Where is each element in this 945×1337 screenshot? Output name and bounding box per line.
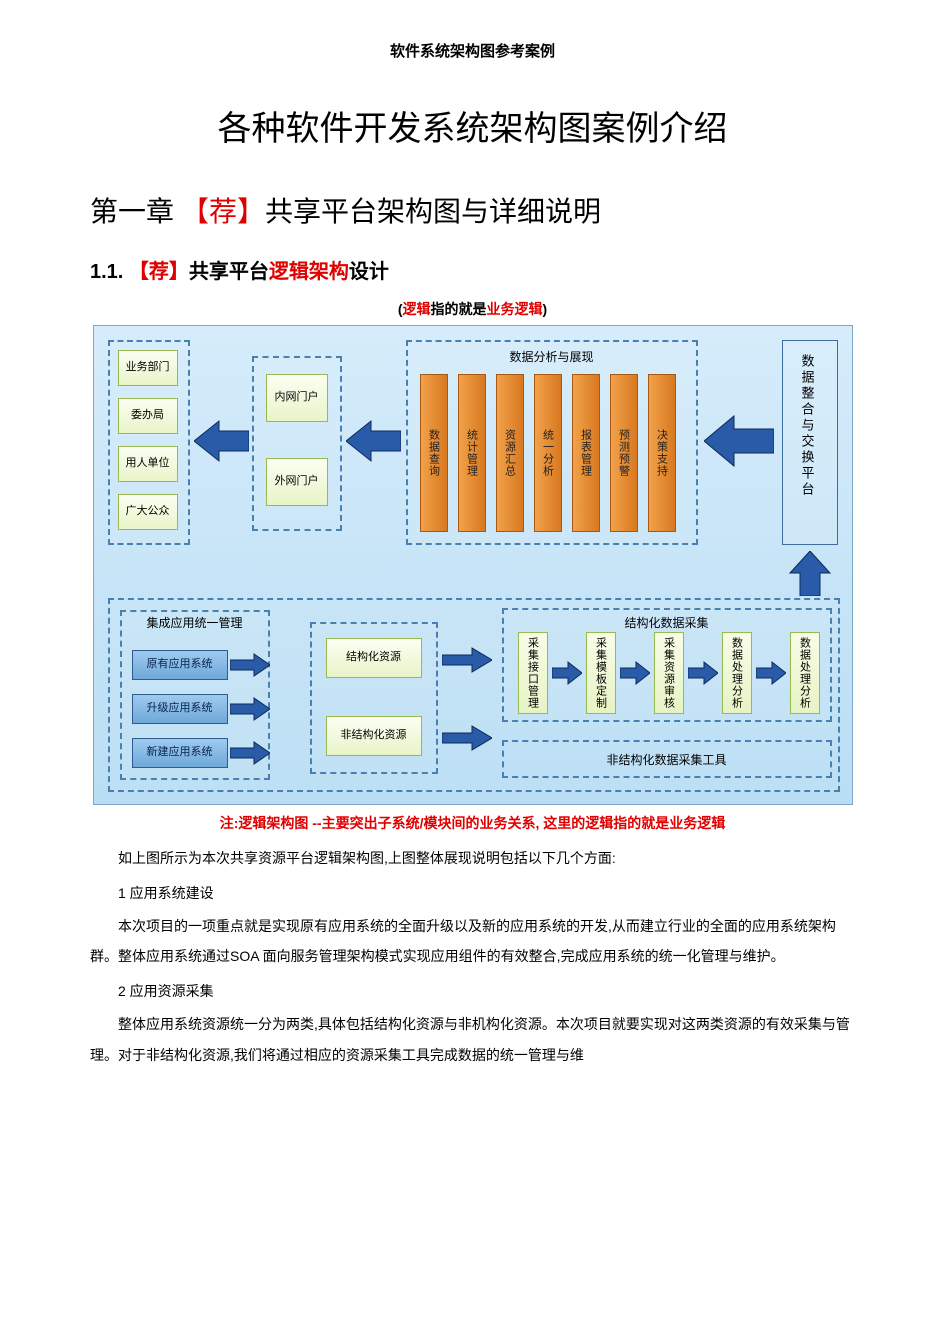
struct-item: 采集接口管理: [518, 632, 548, 714]
struct-title: 结构化数据采集: [502, 614, 832, 631]
chapter-rest: 共享平台架构图与详细说明: [265, 197, 601, 228]
struct-item: 数据处理分析: [790, 632, 820, 714]
resource-box: 结构化资源: [326, 638, 422, 678]
analysis-item: 预测预警: [610, 374, 638, 532]
diagram-footnote: 注:逻辑架构图 --主要突出子系统/模块间的业务关系, 这里的逻辑指的就是业务逻…: [90, 813, 855, 833]
user-box: 业务部门: [118, 350, 178, 386]
section-mid: 共享平台: [189, 261, 269, 283]
document-title: 各种软件开发系统架构图案例介绍: [90, 101, 855, 150]
struct-item: 采集模板定制: [586, 632, 616, 714]
unstruct-bar: 非结构化数据采集工具: [502, 740, 832, 778]
section-rest: 设计: [349, 261, 389, 283]
architecture-diagram: 业务部门 委办局 用人单位 广大公众 内网门户 外网门户 数据分析与展现 数据查…: [93, 325, 853, 805]
chapter-prefix: 第一章: [90, 197, 181, 228]
arrow-right-icon: [756, 660, 786, 686]
app-box: 原有应用系统: [132, 650, 228, 680]
body-p1: 如上图所示为本次共享资源平台逻辑架构图,上图整体展现说明包括以下几个方面:: [90, 843, 855, 874]
arrow-right-icon: [442, 646, 492, 674]
portal-box: 外网门户: [266, 458, 328, 506]
arrow-right-icon: [230, 652, 270, 678]
arrow-right-icon: [230, 696, 270, 722]
list-item-1: 1 应用系统建设: [90, 878, 855, 909]
analysis-item: 报表管理: [572, 374, 600, 532]
arrow-right-icon: [230, 740, 270, 766]
list-item-2: 2 应用资源采集: [90, 976, 855, 1007]
body-p3: 整体应用系统资源统一分为两类,具体包括结构化资源与非机构化资源。本次项目就要实现…: [90, 1009, 855, 1071]
section-hl: 【荐】: [129, 261, 189, 283]
top-note: (逻辑指的就是业务逻辑): [90, 299, 855, 319]
struct-item: 数据处理分析: [722, 632, 752, 714]
arrow-right-icon: [442, 724, 492, 752]
analysis-item: 数据查询: [420, 374, 448, 532]
app-box: 升级应用系统: [132, 694, 228, 724]
portal-box: 内网门户: [266, 374, 328, 422]
right-platform-label: 数据整合与交换平台: [798, 354, 817, 498]
user-box: 广大公众: [118, 494, 178, 530]
user-box: 用人单位: [118, 446, 178, 482]
analysis-item: 资源汇总: [496, 374, 524, 532]
analysis-item: 统一分析: [534, 374, 562, 532]
page-header: 软件系统架构图参考案例: [90, 40, 855, 61]
analysis-item: 统计管理: [458, 374, 486, 532]
body-p2: 本次项目的一项重点就是实现原有应用系统的全面升级以及新的应用系统的开发,从而建立…: [90, 911, 855, 973]
chapter-heading: 第一章 【荐】共享平台架构图与详细说明: [90, 190, 855, 230]
arrow-right-icon: [688, 660, 718, 686]
chapter-highlight: 【荐】: [181, 197, 265, 228]
arrow-left-icon: [346, 416, 401, 466]
arrow-right-icon: [552, 660, 582, 686]
analysis-item: 决策支持: [648, 374, 676, 532]
arrow-right-icon: [620, 660, 650, 686]
arrow-left-icon: [704, 411, 774, 471]
analysis-title: 数据分析与展现: [406, 348, 698, 365]
section-heading: 1.1. 【荐】共享平台逻辑架构设计: [90, 255, 855, 284]
arrow-left-icon: [194, 416, 249, 466]
arrow-up-icon: [786, 551, 834, 596]
section-num: 1.1.: [90, 261, 129, 283]
mgmt-title: 集成应用统一管理: [120, 616, 270, 632]
section-hl2: 逻辑架构: [269, 261, 349, 283]
struct-item: 采集资源审核: [654, 632, 684, 714]
user-box: 委办局: [118, 398, 178, 434]
resource-box: 非结构化资源: [326, 716, 422, 756]
app-box: 新建应用系统: [132, 738, 228, 768]
